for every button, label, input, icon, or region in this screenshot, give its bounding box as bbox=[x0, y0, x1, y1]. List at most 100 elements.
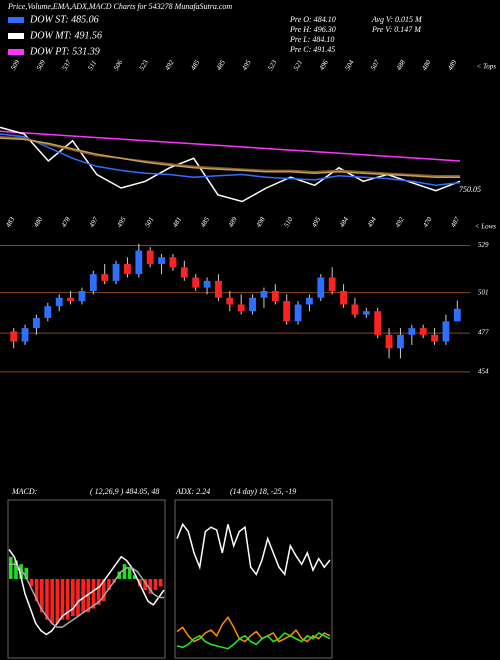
top-label: 504 bbox=[343, 58, 355, 72]
candle-body bbox=[158, 257, 165, 265]
candle-body bbox=[317, 277, 325, 298]
legend-swatch bbox=[8, 49, 24, 55]
y-tick-label: 477 bbox=[478, 329, 489, 337]
top-label: 492 bbox=[163, 58, 175, 72]
histogram-bar bbox=[122, 564, 127, 579]
candle-body bbox=[112, 264, 120, 281]
info-text: Avg V: 0.015 M bbox=[371, 15, 423, 24]
series-line bbox=[176, 522, 331, 577]
candle-body bbox=[260, 290, 268, 298]
candle-body bbox=[33, 317, 40, 329]
top-label: 523 bbox=[138, 58, 150, 72]
histogram-bar bbox=[24, 567, 29, 579]
series-line bbox=[0, 126, 461, 203]
candle-body bbox=[192, 277, 200, 288]
candle-body bbox=[374, 311, 382, 335]
candle-body bbox=[55, 297, 63, 307]
candle-body bbox=[385, 334, 393, 349]
candle-body bbox=[442, 321, 450, 342]
top-label: 523 bbox=[266, 58, 278, 72]
info-text: Pre V: 0.147 M bbox=[371, 25, 422, 34]
candle-body bbox=[67, 297, 74, 302]
histogram-bar bbox=[76, 579, 80, 616]
histogram-bar bbox=[45, 579, 49, 620]
candle-body bbox=[419, 328, 427, 335]
y-tick-label: 454 bbox=[478, 367, 489, 375]
top-label: 488 bbox=[395, 58, 407, 72]
top-label: 495 bbox=[241, 58, 253, 72]
low-label: 495 bbox=[115, 215, 127, 229]
low-label: 494 bbox=[366, 215, 378, 229]
candle-body bbox=[89, 274, 97, 291]
histogram-bar bbox=[60, 579, 65, 620]
top-label: 485 bbox=[215, 58, 227, 72]
last-value: 750.05 bbox=[459, 185, 481, 194]
low-label: 483 bbox=[4, 215, 16, 229]
series-line bbox=[176, 632, 331, 650]
candle-body bbox=[44, 306, 52, 318]
histogram-bar bbox=[81, 579, 85, 613]
top-label: 511 bbox=[86, 59, 98, 72]
candle-body bbox=[124, 264, 131, 275]
legend-swatch bbox=[8, 17, 24, 23]
low-label: 478 bbox=[60, 215, 72, 229]
low-label: 498 bbox=[255, 215, 267, 229]
top-label: 489 bbox=[446, 58, 458, 72]
histogram-bar bbox=[91, 579, 96, 609]
series-line bbox=[0, 133, 461, 187]
low-label: 485 bbox=[199, 215, 211, 229]
histogram-bar bbox=[107, 579, 111, 591]
series-line bbox=[8, 548, 165, 636]
candle-body bbox=[101, 274, 109, 281]
candle-body bbox=[135, 250, 143, 275]
series-line bbox=[0, 137, 460, 178]
legend-label: DOW PT: 531.39 bbox=[29, 46, 100, 57]
candle-body bbox=[340, 290, 347, 305]
candle-body bbox=[215, 280, 222, 298]
histogram-bar bbox=[19, 564, 23, 579]
lows-label: < Lows bbox=[475, 223, 497, 231]
histogram-bar bbox=[102, 579, 106, 602]
adx-title: ADX: 2.24 bbox=[175, 487, 210, 496]
histogram-bar bbox=[158, 579, 163, 587]
top-label: 509 bbox=[9, 58, 21, 72]
macd-title: MACD: bbox=[11, 487, 38, 496]
candle-body bbox=[271, 290, 279, 302]
tops-label: < Tops bbox=[477, 63, 497, 71]
series-line bbox=[176, 615, 331, 643]
info-text: Pre H: 496.30 bbox=[289, 25, 336, 34]
low-label: 489 bbox=[227, 215, 239, 229]
legend-label: DOW MT: 491.56 bbox=[29, 30, 102, 41]
low-label: 501 bbox=[143, 216, 155, 229]
candle-body bbox=[226, 297, 234, 305]
histogram-bar bbox=[153, 579, 158, 591]
series-line bbox=[0, 135, 460, 177]
candle-body bbox=[453, 308, 461, 322]
histogram-bar bbox=[127, 567, 132, 579]
histogram-bar bbox=[29, 579, 34, 587]
adx-frame bbox=[174, 499, 333, 659]
low-label: 470 bbox=[421, 215, 433, 229]
low-label: 481 bbox=[171, 216, 183, 229]
legend-swatch bbox=[8, 33, 24, 39]
histogram-bar bbox=[96, 579, 101, 605]
y-tick-label: 501 bbox=[478, 288, 489, 296]
histogram-bar bbox=[55, 579, 60, 624]
candle-body bbox=[180, 267, 188, 278]
histogram-bar bbox=[138, 579, 142, 587]
candle-body bbox=[362, 311, 370, 315]
candle-body bbox=[78, 290, 86, 302]
top-label: 537 bbox=[61, 58, 73, 72]
candle-body bbox=[328, 277, 336, 291]
histogram-bar bbox=[65, 579, 70, 620]
candle-body bbox=[397, 334, 404, 349]
candle-body bbox=[146, 250, 154, 265]
candle-body bbox=[351, 304, 359, 315]
adx-params: (14 day) 18, -25, -19 bbox=[230, 487, 296, 496]
top-label: 509 bbox=[35, 58, 47, 72]
macd-frame bbox=[7, 499, 166, 659]
info-text: Pre C: 491.45 bbox=[289, 45, 335, 54]
candle-body bbox=[249, 297, 256, 312]
